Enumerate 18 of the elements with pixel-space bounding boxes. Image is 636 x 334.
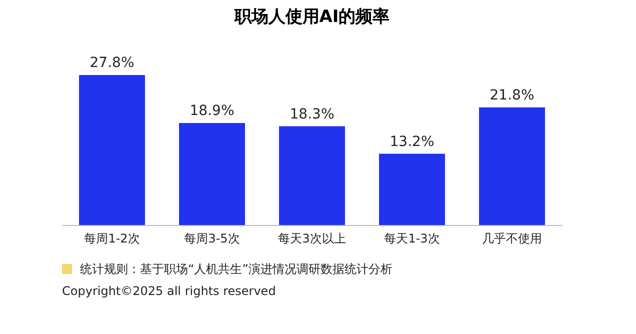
bar xyxy=(79,75,145,225)
data-label: 27.8% xyxy=(90,55,134,71)
data-label: 21.8% xyxy=(490,87,534,104)
data-label: 18.3% xyxy=(290,106,334,122)
x-tick-label: 每周3-5次 xyxy=(184,232,240,246)
x-tick-label: 几乎不使用 xyxy=(482,232,542,246)
chart-title: 职场人使用AI的频率 xyxy=(233,7,390,27)
x-tick-label: 每天3次以上 xyxy=(278,232,346,246)
x-tick-label: 每周1-2次 xyxy=(84,232,140,246)
bar xyxy=(479,107,545,225)
bar xyxy=(179,123,245,225)
text: Copyright©2025 all rights reserved xyxy=(62,284,276,298)
bar xyxy=(279,126,345,225)
x-tick-label: 每天1-3次 xyxy=(384,232,440,246)
text: 统计规则：基于职场“人机共生”演进情况调研数据统计分析 xyxy=(80,260,392,278)
bar xyxy=(379,154,445,225)
data-label: 13.2% xyxy=(390,134,434,150)
data-label: 18.9% xyxy=(190,103,234,120)
